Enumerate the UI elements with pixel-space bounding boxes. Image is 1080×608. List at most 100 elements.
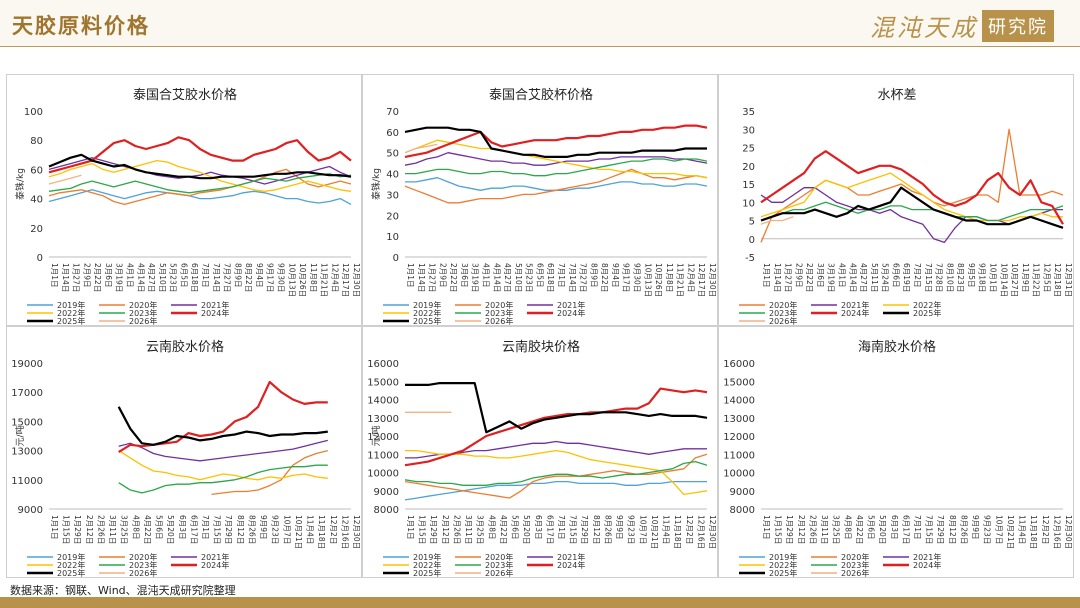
series-line-2019年 xyxy=(405,177,708,191)
x-tick-label: 5月10日 xyxy=(514,263,523,292)
legend-label: 2021年 xyxy=(557,300,585,310)
legend-label: 2026年 xyxy=(485,316,513,326)
x-tick-label: 3月6日 xyxy=(104,263,113,288)
x-tick-label: 11月9日 xyxy=(1021,263,1030,292)
legend-label: 2024年 xyxy=(201,560,229,570)
x-tick-label: 10月21日 xyxy=(1006,515,1015,549)
x-tick-label: 8月26日 xyxy=(959,515,968,544)
x-tick-label: 11月21日 xyxy=(320,263,329,297)
x-tick-label: 12月17日 xyxy=(341,263,350,297)
chart-panel-latex-cup-spread: 水杯差 -5 0 5 10 15 20 25 30 35 1月1日 1月14日 1月27日 2月9日 2月2… xyxy=(718,74,1074,326)
x-tick-label: 5月11日 xyxy=(870,263,879,292)
x-tick-label: 9月23日 xyxy=(271,515,280,544)
legend-label: 2022年 xyxy=(769,560,797,570)
series-line-2021年 xyxy=(404,152,708,166)
x-tick-label: 1月15日 xyxy=(774,515,783,544)
x-tick-label: 8月9日 xyxy=(589,263,598,288)
x-tick-label: 5月6日 xyxy=(867,515,876,540)
x-tick-label: 12月18日 xyxy=(1053,263,1062,297)
y-tick-label: 15 xyxy=(742,180,755,191)
series-line-2022年 xyxy=(404,139,708,179)
series-line-2023年 xyxy=(118,464,328,494)
x-tick-label: 12月2日 xyxy=(685,515,694,544)
series-line-2020年 xyxy=(404,453,708,499)
x-tick-label: 11月4日 xyxy=(662,515,671,544)
x-tick-label: 9月30日 xyxy=(277,263,286,292)
legend-label: 2024年 xyxy=(913,560,941,570)
y-tick-label: 8000 xyxy=(374,505,399,516)
y-tick-label: 14000 xyxy=(723,396,755,407)
y-tick-label: -5 xyxy=(745,253,755,264)
y-tick-label: 15000 xyxy=(11,417,43,428)
y-tick-label: 50 xyxy=(386,149,399,160)
x-tick-label: 12月2日 xyxy=(329,515,338,544)
x-tick-label: 6月3日 xyxy=(178,515,187,540)
chart-panel-thai-latex: 泰国合艾胶水价格 0 20 40 60 80 100 泰铢/kg 1月1日 1月14日 1月27日 2… xyxy=(6,74,362,326)
x-tick-label: 12月5日 xyxy=(1042,263,1051,292)
x-tick-label: 9月23日 xyxy=(983,515,992,544)
x-tick-label: 2月12日 xyxy=(441,515,450,544)
y-tick-label: 10 xyxy=(386,232,399,243)
x-tick-label: 9月4日 xyxy=(611,263,620,288)
x-tick-label: 1月1日 xyxy=(406,515,415,540)
x-tick-label: 7月1日 xyxy=(557,515,566,540)
x-tick-label: 12月31日 xyxy=(1064,263,1073,297)
y-tick-label: 40 xyxy=(386,170,399,181)
x-tick-label: 4月22日 xyxy=(143,515,152,544)
x-tick-label: 3月19日 xyxy=(471,263,480,292)
x-tick-label: 1月29日 xyxy=(429,515,438,544)
chart-panel-yunnan-latex: 云南胶水价格 9000 11000 13000 15000 17000 19000 元/吨 1月… xyxy=(6,326,362,578)
x-tick-label: 1月29日 xyxy=(785,515,794,544)
y-tick-label: 80 xyxy=(30,136,43,147)
x-tick-label: 4月14日 xyxy=(848,263,857,292)
x-tick-label: 1月29日 xyxy=(73,515,82,544)
p2-svg: 泰国合艾胶杯价格 0 10 20 30 40 50 60 70 泰铢/kg 1月1日 1月14日 1月2… xyxy=(370,87,717,326)
legend-label: 2019年 xyxy=(57,300,85,310)
y-axis-label: 泰铢/kg xyxy=(370,168,382,200)
legend-label: 2022年 xyxy=(413,560,441,570)
x-tick-label: 4月8日 xyxy=(131,515,140,540)
x-tick-label: 11月18日 xyxy=(317,515,326,549)
legend-label: 2020年 xyxy=(769,300,797,310)
series-line-2024年 xyxy=(404,387,708,467)
series-line-2025年 xyxy=(48,153,352,180)
legend-label: 2021年 xyxy=(201,552,229,562)
x-tick-label: 9月9日 xyxy=(615,515,624,540)
x-tick-label: 8月12日 xyxy=(592,515,601,544)
series-line-2020年 xyxy=(211,449,328,496)
y-axis-label: 元/吨 xyxy=(14,425,26,446)
chart-grid: 泰国合艾胶水价格 0 20 40 60 80 100 泰铢/kg 1月1日 1月14日 1月27日 2… xyxy=(6,74,1074,578)
x-tick-label: 5月6日 xyxy=(155,515,164,540)
x-tick-label: 2月22日 xyxy=(93,263,102,292)
x-tick-label: 8月26日 xyxy=(247,515,256,544)
chart-title: 云南胶水价格 xyxy=(146,339,224,355)
series-line-2023年 xyxy=(404,460,708,486)
x-tick-label: 8月22日 xyxy=(244,263,253,292)
x-tick-label: 12月16日 xyxy=(1052,515,1061,549)
x-tick-label: 7月14日 xyxy=(568,263,577,292)
x-tick-label: 4月8日 xyxy=(843,515,852,540)
y-tick-label: 9000 xyxy=(18,505,43,516)
x-tick-label: 4月27日 xyxy=(503,263,512,292)
p5-svg: 云南胶块价格 8000 9000 10000 11000 12000 13000 14000 1… xyxy=(367,339,717,578)
legend-label: 2021年 xyxy=(201,300,229,310)
p6-svg: 海南胶水价格 8000 9000 10000 11000 12000 13000 14000 1… xyxy=(723,339,1073,578)
legend-label: 2019年 xyxy=(769,552,797,562)
x-tick-label: 6月3日 xyxy=(534,515,543,540)
x-tick-label: 12月2日 xyxy=(1041,515,1050,544)
x-tick-label: 10月14日 xyxy=(999,263,1008,297)
x-tick-label: 9月5日 xyxy=(967,263,976,288)
x-tick-label: 7月29日 xyxy=(224,515,233,544)
x-tick-label: 6月6日 xyxy=(891,263,900,288)
x-tick-label: 12月30日 xyxy=(352,263,361,297)
x-tick-label: 9月9日 xyxy=(259,515,268,540)
x-tick-label: 7月28日 xyxy=(935,263,944,292)
y-tick-label: 14000 xyxy=(367,396,399,407)
x-tick-label: 2月22日 xyxy=(805,263,814,292)
x-tick-label: 4月27日 xyxy=(147,263,156,292)
x-tick-label: 4月22日 xyxy=(855,515,864,544)
x-tick-label: 9月23日 xyxy=(627,515,636,544)
chart-panel-thai-cuplump: 泰国合艾胶杯价格 0 10 20 30 40 50 60 70 泰铢/kg 1月1日 1月14日 1月2… xyxy=(362,74,718,326)
y-tick-label: 0 xyxy=(393,253,399,264)
